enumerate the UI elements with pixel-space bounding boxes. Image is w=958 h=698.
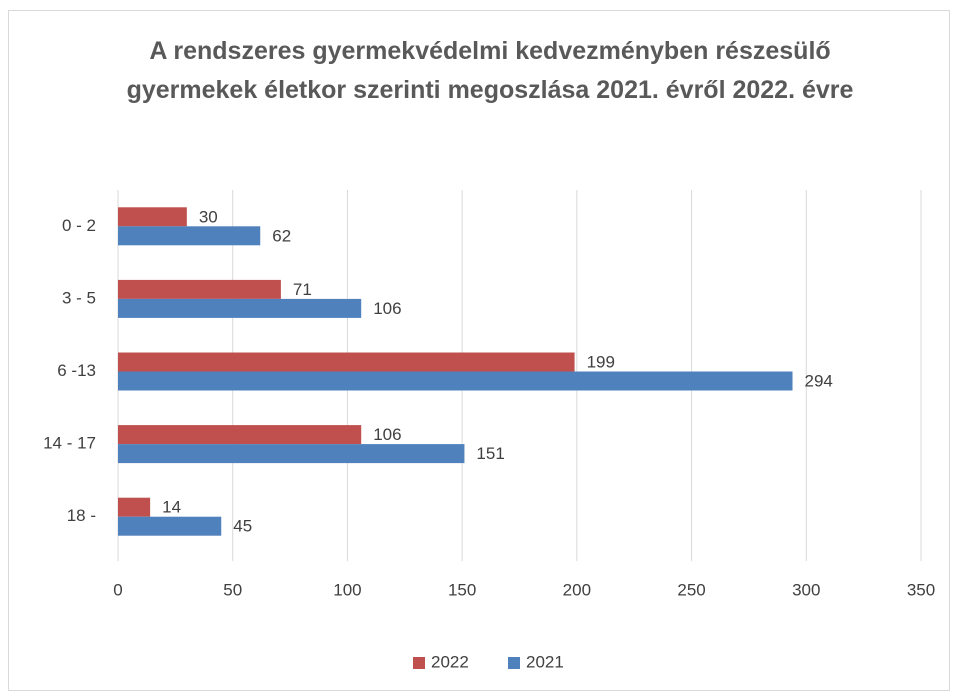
data-label: 106	[373, 425, 401, 444]
bar	[118, 226, 261, 246]
data-label: 14	[162, 498, 181, 517]
x-tick-label: 250	[677, 580, 705, 599]
y-tick-label: 14 - 17	[43, 434, 96, 453]
data-label: 199	[587, 352, 615, 371]
legend-label: 2021	[526, 652, 564, 671]
bar	[118, 371, 793, 391]
bar	[118, 352, 575, 372]
bar	[118, 516, 222, 536]
bar	[118, 444, 465, 464]
data-label: 151	[476, 444, 504, 463]
x-tick-label: 100	[333, 580, 361, 599]
chart-title: A rendszeres gyermekvédelmi kedvezménybe…	[126, 37, 854, 104]
y-tick-label: 6 -13	[57, 361, 96, 380]
y-tick-label: 3 - 5	[62, 288, 96, 307]
data-label: 45	[233, 517, 252, 536]
bar	[118, 298, 362, 318]
bar	[118, 497, 151, 517]
x-tick-label: 150	[448, 580, 476, 599]
data-label: 62	[272, 226, 291, 245]
bar	[118, 207, 187, 227]
data-label: 30	[199, 207, 218, 226]
x-tick-label: 50	[223, 580, 242, 599]
y-tick-label: 18 -	[67, 506, 96, 525]
x-tick-label: 0	[113, 580, 122, 599]
legend-swatch	[413, 657, 425, 669]
legend-label: 2022	[431, 652, 469, 671]
chart-border	[8, 10, 950, 691]
bar	[118, 425, 362, 445]
y-tick-label: 0 - 2	[62, 216, 96, 235]
x-tick-label: 350	[907, 580, 935, 599]
data-label: 71	[293, 280, 312, 299]
bar	[118, 279, 281, 299]
x-tick-label: 300	[792, 580, 820, 599]
data-label: 106	[373, 299, 401, 318]
x-tick-label: 200	[563, 580, 591, 599]
legend-swatch	[508, 657, 520, 669]
data-label: 294	[805, 371, 833, 390]
